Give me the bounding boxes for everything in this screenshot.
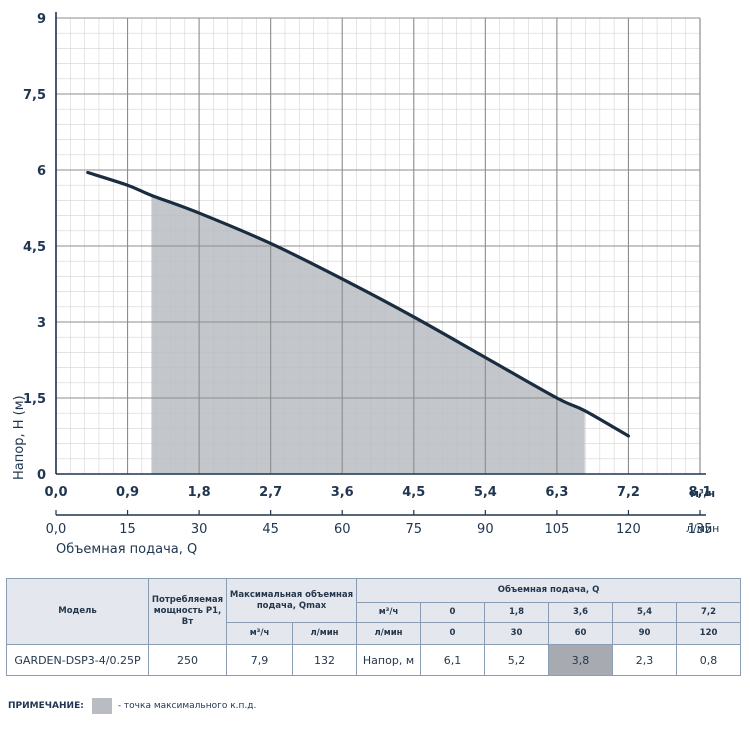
cell-head-3: 2,3 [612,644,678,676]
x-tick-label-m3h: 5,4 [474,485,497,500]
x-tick-label-m3h: 0,0 [44,485,67,500]
flow-lmin-4: 120 [676,622,742,645]
cell-head-2: 3,8 [548,644,614,676]
x-tick-label-lmin: 105 [544,522,569,537]
x-tick-label-lmin: 135 [688,522,713,537]
x-tick-label-m3h: 2,7 [259,485,282,500]
y-tick-label: 3 [37,316,46,331]
flow-lmin-1: 30 [484,622,550,645]
x-axis-title: Объемная подача, Q [56,542,197,557]
th-power: Потребляемая мощность Р1, Вт [148,578,227,645]
flow-m3h-3: 5,4 [612,602,678,623]
x-tick-label-m3h: 0,9 [116,485,139,500]
x-tick-label-m3h: 1,8 [188,485,211,500]
note: ПРИМЕЧАНИЕ: - точка максимального к.п.д. [8,698,256,714]
th-qmax-m3h: м³/ч [226,622,293,645]
th-max-flow: Максимальная объемная подача, Qmax [225,578,358,623]
flow-lmin-0: 0 [420,622,486,645]
performance-table: Модель Потребляемая мощность Р1, Вт Макс… [6,578,742,676]
x-tick-labels-lmin: 0,0 15 30 45 60 75 90 105 120 135 [46,522,713,537]
x-unit-m3h: м³/ч [690,487,715,500]
th-qmax-lmin: л/мин [291,622,358,645]
cell-head-1: 5,2 [484,644,550,676]
cell-model: GARDEN-DSP3-4/0.25P [6,644,149,676]
axes [55,12,706,516]
flow-m3h-2: 3,6 [548,602,614,623]
cell-head-label: Напор, м [356,644,422,676]
cell-head-4: 0,8 [676,644,742,676]
head-curve [86,170,631,438]
note-label: ПРИМЕЧАНИЕ: [8,701,84,711]
x-tick-label-lmin: 75 [406,522,423,537]
th-flow: Объемная подача, Q [356,578,742,603]
x-tick-label-m3h: 7,2 [617,485,640,500]
x-tick-label-lmin: 120 [616,522,641,537]
y-tick-label: 0 [37,468,46,483]
note-swatch [91,698,112,714]
x-tick-label-lmin: 60 [334,522,351,537]
x-tick-label-lmin: 30 [191,522,208,537]
x-tick-label-lmin: 90 [477,522,494,537]
flow-m3h-4: 7,2 [676,602,742,623]
cell-head-0: 6,1 [420,644,486,676]
x-tick-label-lmin: 45 [262,522,279,537]
pump-performance-chart: 0 1,5 3 4,5 6 7,5 9 0,0 0,9 1,8 2,7 3,6 4,5 5,4 6,3 7,… [12,12,719,557]
th-flow-m3h: м³/ч [356,602,422,623]
x-tick-label-lmin: 15 [119,522,136,537]
y-tick-label: 9 [37,12,46,27]
y-tick-labels: 0 1,5 3 4,5 6 7,5 9 [23,12,46,483]
flow-lmin-2: 60 [548,622,614,645]
note-text: - точка максимального к.п.д. [117,701,257,711]
x-tick-label-m3h: 4,5 [402,485,425,500]
y-axis-title: Напор, Н (м) [12,395,27,480]
x-tick-label-m3h: 6,3 [545,485,568,500]
flow-m3h-1: 1,8 [484,602,550,623]
x-tick-label-m3h: 8,1 [688,485,711,500]
x-unit-lmin: л/мин [686,522,719,535]
y-tick-label: 1,5 [23,392,46,407]
max-efficiency-area [151,195,585,475]
x-tick-labels-m3h: 0,0 0,9 1,8 2,7 3,6 4,5 5,4 6,3 7,2 8,1 [44,485,711,500]
x-tick-label-lmin: 0,0 [46,522,67,537]
flow-lmin-3: 90 [612,622,678,645]
cell-power: 250 [148,644,227,676]
y-tick-label: 4,5 [23,240,46,255]
cell-qmax-lmin: 132 [291,644,358,676]
flow-m3h-0: 0 [420,602,486,623]
th-model: Модель [6,578,149,645]
y-tick-label: 7,5 [23,88,46,103]
cell-qmax-m3h: 7,9 [226,644,293,676]
th-flow-lmin: л/мин [356,622,422,645]
x-tick-label-m3h: 3,6 [331,485,354,500]
y-tick-label: 6 [37,164,46,179]
